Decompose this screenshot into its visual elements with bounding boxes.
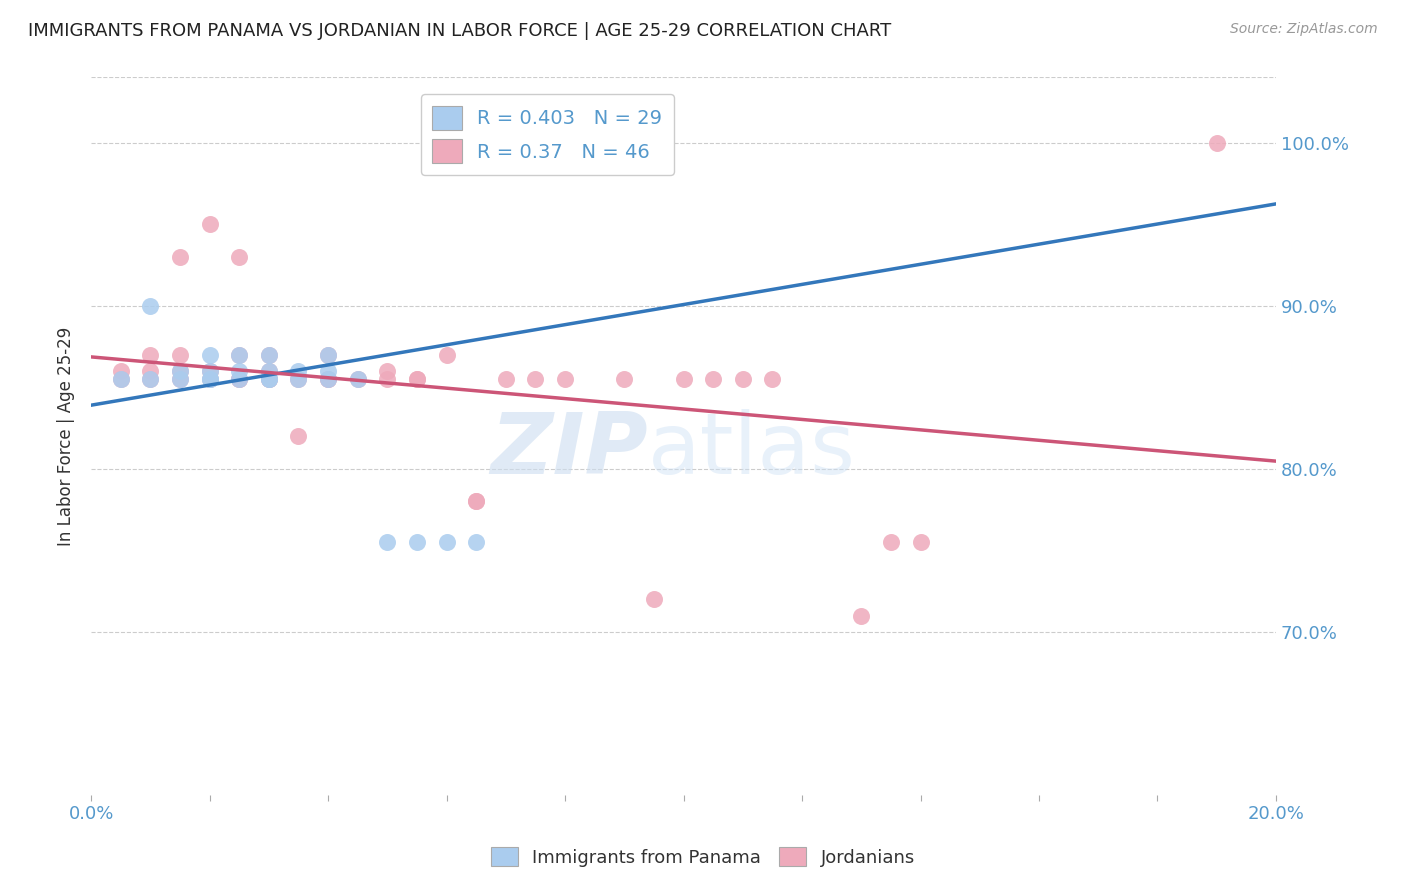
Point — [346, 372, 368, 386]
Point — [198, 348, 221, 362]
Point — [495, 372, 517, 386]
Point — [198, 217, 221, 231]
Point — [110, 364, 132, 378]
Point — [169, 364, 191, 378]
Point — [643, 592, 665, 607]
Point — [257, 372, 280, 386]
Point — [228, 372, 250, 386]
Point — [554, 372, 576, 386]
Point — [465, 494, 488, 508]
Point — [198, 364, 221, 378]
Point — [672, 372, 695, 386]
Point — [139, 372, 162, 386]
Point — [465, 535, 488, 549]
Point — [287, 372, 309, 386]
Point — [287, 429, 309, 443]
Legend: R = 0.403   N = 29, R = 0.37   N = 46: R = 0.403 N = 29, R = 0.37 N = 46 — [420, 95, 673, 175]
Point — [731, 372, 754, 386]
Point — [287, 372, 309, 386]
Point — [287, 364, 309, 378]
Point — [702, 372, 724, 386]
Point — [465, 494, 488, 508]
Point — [228, 372, 250, 386]
Point — [316, 372, 339, 386]
Point — [257, 372, 280, 386]
Point — [228, 348, 250, 362]
Point — [316, 348, 339, 362]
Point — [316, 372, 339, 386]
Point — [257, 364, 280, 378]
Text: IMMIGRANTS FROM PANAMA VS JORDANIAN IN LABOR FORCE | AGE 25-29 CORRELATION CHART: IMMIGRANTS FROM PANAMA VS JORDANIAN IN L… — [28, 22, 891, 40]
Point — [377, 535, 399, 549]
Point — [316, 348, 339, 362]
Point — [169, 348, 191, 362]
Point — [198, 372, 221, 386]
Point — [406, 372, 429, 386]
Point — [613, 372, 636, 386]
Point — [1205, 136, 1227, 150]
Point — [880, 535, 903, 549]
Legend: Immigrants from Panama, Jordanians: Immigrants from Panama, Jordanians — [484, 840, 922, 874]
Point — [406, 372, 429, 386]
Point — [583, 136, 606, 150]
Point — [198, 372, 221, 386]
Point — [139, 299, 162, 313]
Point — [139, 364, 162, 378]
Point — [257, 348, 280, 362]
Point — [257, 372, 280, 386]
Point — [495, 136, 517, 150]
Point — [316, 364, 339, 378]
Text: Source: ZipAtlas.com: Source: ZipAtlas.com — [1230, 22, 1378, 37]
Point — [524, 372, 547, 386]
Point — [316, 372, 339, 386]
Point — [110, 372, 132, 386]
Point — [198, 372, 221, 386]
Point — [524, 136, 547, 150]
Point — [110, 372, 132, 386]
Point — [377, 364, 399, 378]
Text: atlas: atlas — [648, 409, 856, 492]
Point — [228, 372, 250, 386]
Point — [761, 372, 783, 386]
Point — [228, 250, 250, 264]
Point — [169, 364, 191, 378]
Point — [346, 372, 368, 386]
Point — [228, 348, 250, 362]
Point — [198, 364, 221, 378]
Point — [228, 364, 250, 378]
Point — [910, 535, 932, 549]
Point — [257, 348, 280, 362]
Point — [169, 372, 191, 386]
Point — [169, 250, 191, 264]
Point — [257, 364, 280, 378]
Point — [851, 608, 873, 623]
Point — [169, 372, 191, 386]
Text: ZIP: ZIP — [491, 409, 648, 492]
Point — [406, 535, 429, 549]
Point — [436, 348, 458, 362]
Point — [257, 372, 280, 386]
Point — [436, 535, 458, 549]
Y-axis label: In Labor Force | Age 25-29: In Labor Force | Age 25-29 — [58, 326, 75, 546]
Point — [139, 372, 162, 386]
Point — [139, 348, 162, 362]
Point — [377, 372, 399, 386]
